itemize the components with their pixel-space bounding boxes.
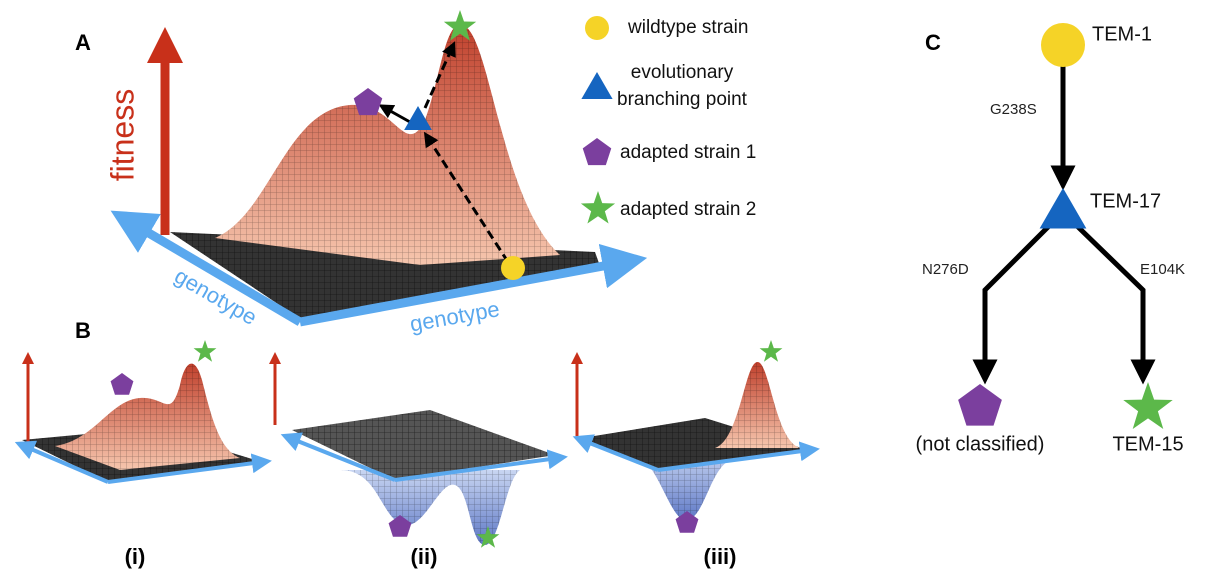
node-label: TEM-1: [1092, 23, 1152, 45]
panel-label: A: [75, 30, 91, 55]
axis-label: fitness: [104, 89, 140, 181]
edge-label: E104K: [1140, 261, 1185, 278]
legend-label: branching point: [617, 89, 748, 110]
edge-label: N276D: [922, 261, 969, 278]
landscape-b-iii: [577, 340, 810, 533]
subpanel-label: (iii): [704, 544, 737, 569]
legend-label: adapted strain 1: [620, 142, 756, 163]
legend-label: wildtype strain: [627, 17, 748, 38]
node-label: TEM-17: [1090, 190, 1161, 212]
figure: A fitness genotype genotype wildtype str…: [0, 0, 1211, 579]
panel-label: C: [925, 30, 941, 55]
subpanel-label: (ii): [411, 544, 438, 569]
node-label: TEM-15: [1112, 433, 1183, 455]
legend: wildtype strain evolutionary branching p…: [581, 16, 756, 224]
legend-label: adapted strain 2: [620, 199, 756, 220]
subpanel-label: (i): [125, 544, 146, 569]
landscape-b-ii: [275, 358, 558, 548]
panel-label: B: [75, 318, 91, 343]
tree: [958, 23, 1173, 429]
legend-label: evolutionary: [631, 62, 734, 83]
edge-label: G238S: [990, 101, 1037, 118]
landscape-b-i: [22, 340, 262, 482]
node-label: (not classified): [916, 433, 1045, 455]
